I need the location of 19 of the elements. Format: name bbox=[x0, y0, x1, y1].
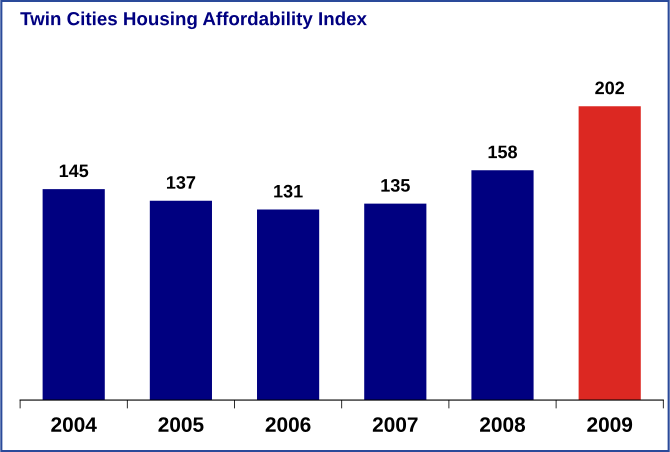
bar bbox=[578, 106, 641, 400]
bar bbox=[257, 209, 320, 400]
bar bbox=[150, 200, 212, 400]
data-label: 145 bbox=[60, 164, 88, 178]
data-label: 131 bbox=[274, 184, 303, 198]
x-tick-label: 2008 bbox=[480, 417, 526, 432]
x-tick-label: 2005 bbox=[158, 417, 204, 432]
data-label: 158 bbox=[488, 146, 518, 158]
x-tick-label: 2007 bbox=[372, 417, 418, 432]
x-tick-label: 2006 bbox=[266, 417, 311, 432]
data-label: 135 bbox=[381, 178, 410, 192]
bar bbox=[364, 204, 426, 400]
data-label: 202 bbox=[595, 82, 624, 94]
data-label: 137 bbox=[166, 176, 196, 189]
bar bbox=[471, 170, 534, 400]
bar bbox=[42, 189, 105, 400]
x-tick-label: 2009 bbox=[587, 417, 632, 432]
x-tick-label: 2004 bbox=[51, 417, 97, 432]
chart-title: Twin Cities Housing Affordability Index bbox=[20, 12, 367, 30]
